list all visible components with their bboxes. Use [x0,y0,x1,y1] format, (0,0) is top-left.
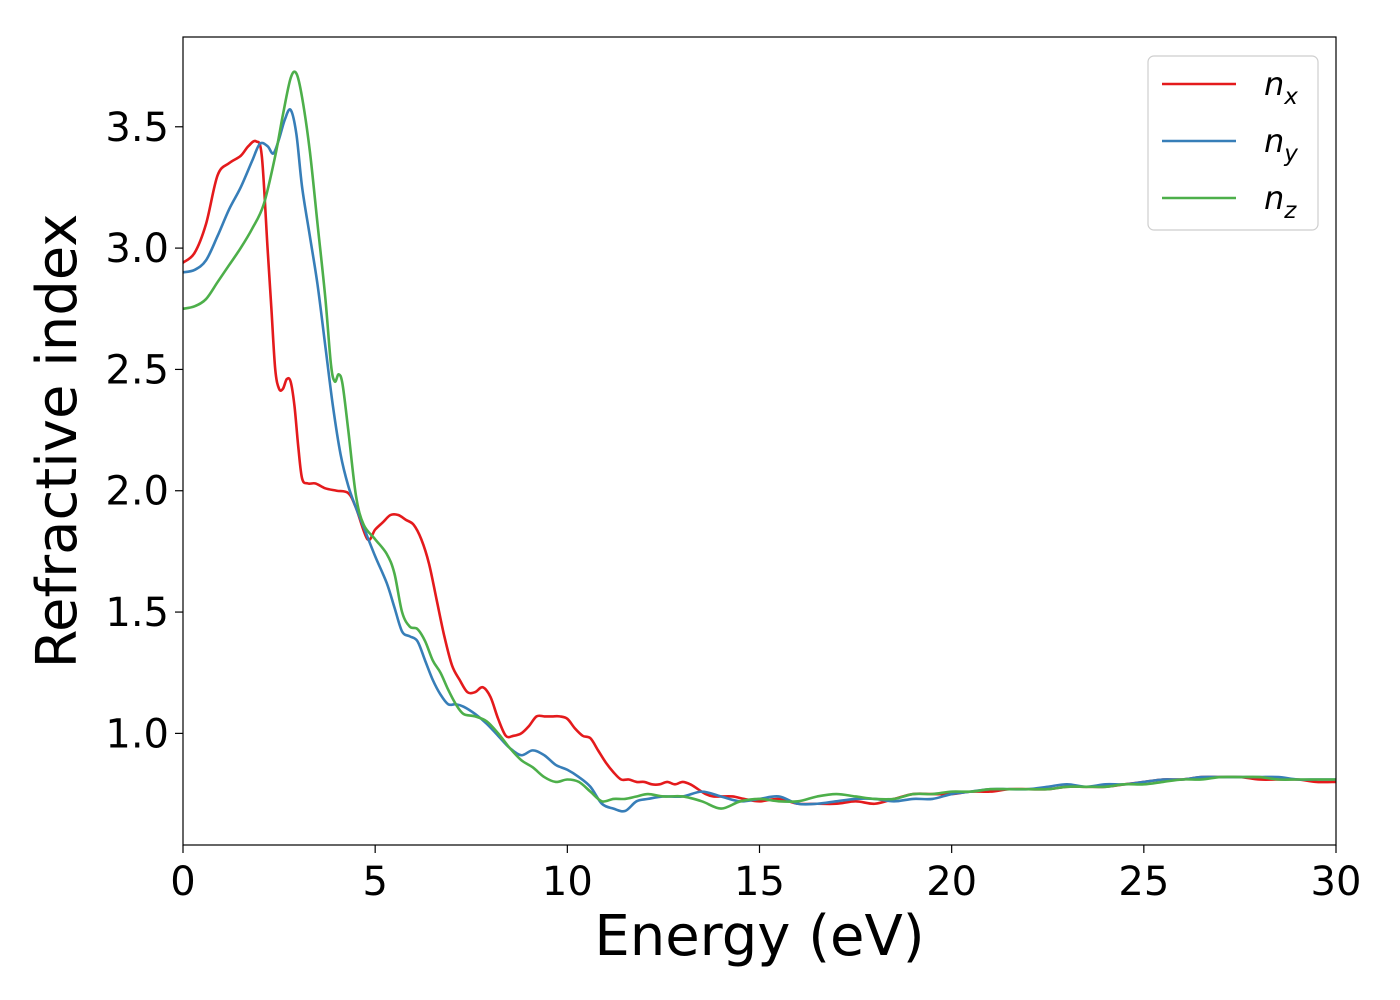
y-tick-label: 2.0 [105,469,169,515]
y-tick-label: 3.5 [105,105,169,151]
x-axis-ticks: 0 5 10 15 20 25 30 [170,845,1361,905]
x-tick-label: 5 [362,859,387,905]
y-axis-ticks: 1.0 1.5 2.0 2.5 3.0 3.5 [105,105,183,757]
legend-box [1147,55,1319,231]
y-tick-label: 1.0 [105,711,169,757]
y-tick-label: 2.5 [105,347,169,393]
x-tick-label: 15 [734,859,785,905]
x-tick-label: 25 [1118,859,1169,905]
series-layer [183,70,1336,813]
legend-label-x: nx [1264,65,1298,110]
legend: nx ny nz [1147,55,1319,231]
series-line-z [183,70,1336,810]
x-axis-title: Energy (eV) [594,904,924,969]
x-tick-label: 20 [926,859,977,905]
series-line-y [183,108,1336,813]
y-tick-label: 3.0 [105,226,169,272]
y-axis-title: Refractive index [25,214,90,669]
legend-label-z: nz [1264,179,1297,224]
y-tick-label: 1.5 [105,590,169,636]
x-tick-label: 0 [170,859,195,905]
x-tick-label: 10 [542,859,593,905]
x-tick-label: 30 [1311,859,1362,905]
legend-label-y: ny [1264,122,1298,167]
